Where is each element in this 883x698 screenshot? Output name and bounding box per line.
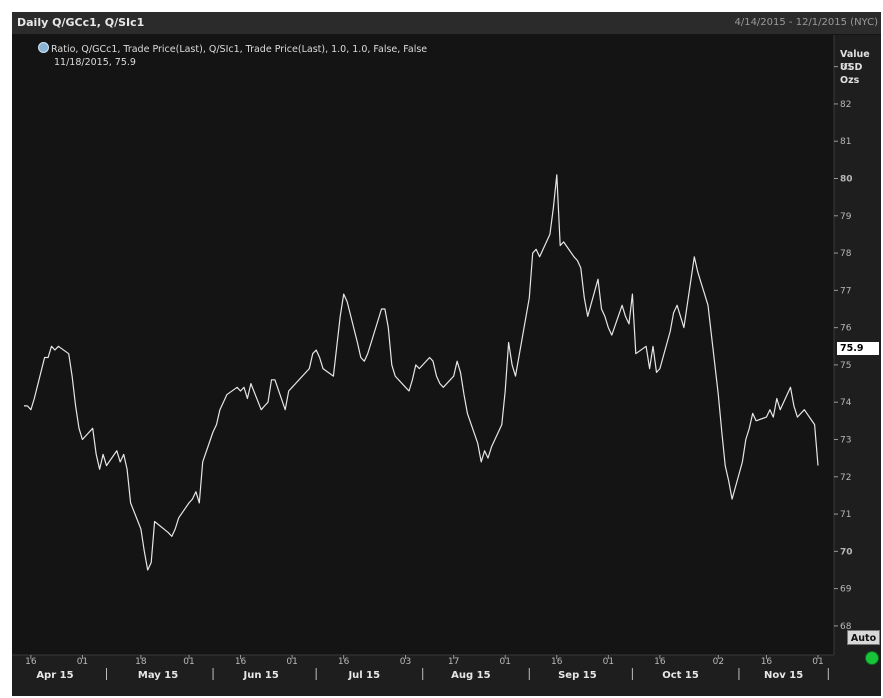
x-tick-label: 03	[400, 657, 411, 667]
y-tick-label: 74	[840, 398, 852, 408]
x-tick-label: 16	[235, 657, 247, 667]
x-tick-label: 01	[77, 657, 88, 667]
legend-line-1: Ratio, Q/GCc1, Trade Price(Last), Q/SIc1…	[38, 42, 427, 56]
y-tick-label: 76	[840, 324, 852, 334]
y-tick-label: 80	[840, 174, 853, 184]
y-tick-label: 75	[840, 361, 851, 371]
y-tick-label: 73	[840, 435, 851, 445]
x-month-label: Nov 15	[764, 670, 803, 681]
x-tick-label: 16	[761, 657, 773, 667]
y-tick-label: 77	[840, 286, 851, 296]
auto-scale-button[interactable]: Auto	[847, 630, 880, 645]
y-axis-header-line: USD	[840, 62, 863, 73]
y-tick-label: 69	[840, 585, 852, 595]
x-month-label: Jul 15	[347, 670, 380, 681]
x-tick-label: 17	[448, 657, 459, 667]
legend-crosshair-value: 11/18/2015, 75.9	[54, 57, 136, 68]
x-tick-label: 01	[812, 657, 823, 667]
x-tick-label: 01	[286, 657, 297, 667]
status-indicator-icon[interactable]	[865, 651, 879, 665]
chart-title-bar: Daily Q/GCc1, Q/SIc1 4/14/2015 - 12/1/20…	[12, 12, 881, 35]
y-tick-label: 71	[840, 510, 851, 520]
x-tick-label: 18	[135, 657, 147, 667]
y-tick-label: 83	[840, 63, 851, 73]
last-value-label: 75.9	[837, 342, 879, 355]
y-tick-label: 78	[840, 249, 852, 259]
legend-series-label: Ratio, Q/GCc1, Trade Price(Last), Q/SIc1…	[51, 44, 428, 55]
x-tick-label: 02	[713, 657, 724, 667]
y-tick-label: 79	[840, 212, 852, 222]
x-tick-label: 16	[338, 657, 350, 667]
y-tick-label: 72	[840, 473, 851, 483]
y-tick-label: 68	[840, 622, 852, 632]
x-month-label: May 15	[138, 670, 178, 681]
x-month-label: Jun 15	[242, 670, 278, 681]
x-month-label: Aug 15	[451, 670, 490, 681]
y-tick-label: 82	[840, 100, 851, 110]
x-tick-label: 16	[551, 657, 563, 667]
date-range-label: 4/14/2015 - 12/1/2015 (NYC)	[734, 17, 878, 28]
x-tick-label: 01	[499, 657, 510, 667]
x-tick-label: 16	[654, 657, 666, 667]
series-circle-icon	[38, 42, 49, 53]
y-tick-label: 81	[840, 137, 851, 147]
chart-title: Daily Q/GCc1, Q/SIc1	[17, 16, 145, 29]
x-tick-label: 01	[183, 657, 194, 667]
chart-window: Daily Q/GCc1, Q/SIc1 4/14/2015 - 12/1/20…	[12, 12, 881, 696]
y-axis-header: Value USD Ozs	[840, 48, 870, 87]
y-axis-header-line: Value	[840, 49, 870, 60]
x-tick-label: 16	[25, 657, 37, 667]
x-tick-label: 01	[603, 657, 614, 667]
y-tick-label: 70	[840, 547, 853, 557]
series-line	[24, 174, 819, 571]
line-chart: 68 69 70 71 72 73 74 75 76 77 78 79 80 81 82 83 16 01 18 01…	[12, 35, 853, 681]
x-month-label: Oct 15	[662, 670, 699, 681]
plot-area[interactable]	[12, 35, 834, 655]
y-axis-header-line: Ozs	[840, 75, 860, 86]
x-month-label: Apr 15	[36, 670, 73, 681]
series-legend[interactable]: Ratio, Q/GCc1, Trade Price(Last), Q/SIc1…	[38, 42, 427, 69]
x-month-label: Sep 15	[558, 670, 597, 681]
